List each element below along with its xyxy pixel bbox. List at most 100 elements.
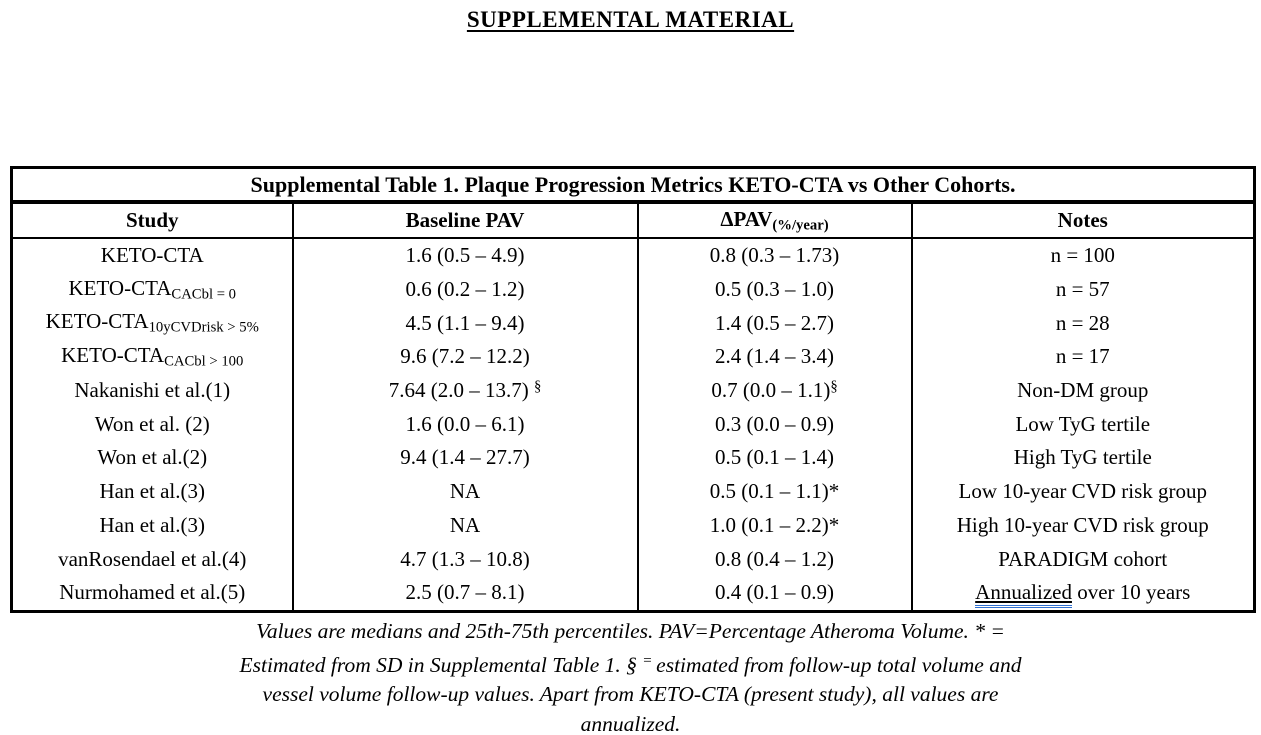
text-segment: 1.6 (0.0 – 6.1) [405, 411, 525, 436]
table-row: Han et al.(3) NA 0.5 (0.1 – 1.1)* Low 10-ye… [12, 474, 1255, 509]
table-row: Won et al. (2) 1.6 (0.0 – 6.1) 0.3 (0.0 – … [12, 407, 1255, 442]
table-row: vanRosendael et al.(4) 4.7 (1.3 – 10.8) 0.… [12, 542, 1255, 576]
table-row: KETO-CTA 1.6 (0.5 – 4.9) 0.8 (0.3 – 1.73) n… [12, 238, 1255, 273]
cell-notes: n = 17 [910, 340, 1255, 374]
text-segment: CACbl > 100 [164, 353, 244, 370]
text-segment: 0.8 (0.3 – 1.73) [709, 243, 840, 268]
cell-dpav: 2.4 (1.4 – 3.4) [636, 340, 912, 374]
cell-dpav: 0.5 (0.1 – 1.4) [636, 441, 912, 475]
column-header-study: Study [11, 202, 293, 239]
text-segment: CACbl = 0 [171, 286, 237, 303]
table-caption-row: Supplemental Table 1. Plaque Progression… [11, 167, 1255, 204]
cell-notes: Low TyG tertile [910, 407, 1255, 442]
text-segment: Low TyG tertile [1015, 411, 1151, 436]
text-segment: ΔPAV [720, 206, 773, 231]
cell-baseline-pav: 9.6 (7.2 – 12.2) [291, 340, 638, 374]
text-segment: Values are medians and 25th-75th percent… [256, 619, 1005, 643]
text-segment: 1.6 (0.5 – 4.9) [405, 243, 525, 268]
text-segment: 2.5 (0.7 – 8.1) [405, 580, 525, 605]
cell-study: KETO-CTACACbl = 0 [12, 273, 293, 307]
cell-notes: Non-DM group [910, 373, 1255, 408]
text-segment: KETO-CTA [61, 343, 165, 368]
table-row: Nakanishi et al.(1) 7.64 (2.0 – 13.7) § 0.… [12, 373, 1255, 408]
text-segment: High 10-year CVD risk group [956, 512, 1209, 537]
table-body: Supplemental Table 1. Plaque Progression… [11, 167, 1255, 612]
cell-dpav: 0.3 (0.0 – 0.9) [636, 407, 912, 442]
cell-notes: High TyG tertile [910, 441, 1255, 475]
table-row: Nurmohamed et al.(5) 2.5 (0.7 – 8.1) 0.4 (… [12, 575, 1255, 612]
text-segment: Han et al.(3) [99, 512, 206, 537]
cell-study: Han et al.(3) [12, 509, 293, 543]
text-segment: 0.3 (0.0 – 0.9) [715, 411, 834, 436]
table-caption: Supplemental Table 1. Plaque Progression… [11, 167, 1255, 204]
text-segment: § [830, 378, 838, 395]
text-segment: NA [449, 479, 481, 504]
text-segment: 7.64 (2.0 – 13.7) [388, 378, 534, 403]
text-segment: 1.4 (0.5 – 2.7) [715, 310, 834, 335]
text-segment: Study [125, 208, 179, 232]
cell-dpav: 0.8 (0.3 – 1.73) [636, 238, 912, 273]
cell-dpav: 0.5 (0.1 – 1.1)* [636, 474, 912, 509]
column-header-notes: Notes [910, 202, 1255, 239]
footnote-line: Estimated from SD in Supplemental Table … [0, 647, 1261, 680]
text-segment: Won et al. (2) [94, 411, 210, 436]
footnote-line: annualized. [0, 710, 1261, 735]
table-header-row: Study Baseline PAV ΔPAV(%/year) Notes [11, 202, 1255, 239]
text-segment: Nurmohamed et al.(5) [59, 580, 246, 605]
text-segment: vanRosendael et al.(4) [58, 546, 247, 571]
text-segment: n = 57 [1055, 277, 1110, 302]
text-segment: KETO-CTA [68, 275, 172, 300]
text-segment: 0.4 (0.1 – 0.9) [715, 580, 834, 605]
text-segment: 0.5 (0.3 – 1.0) [715, 277, 834, 302]
text-segment: Notes [1057, 208, 1108, 232]
text-segment: = [642, 652, 657, 669]
table-row: KETO-CTACACbl = 0 0.6 (0.2 – 1.2) 0.5 (0.3… [12, 272, 1255, 307]
cell-baseline-pav: 2.5 (0.7 – 8.1) [291, 575, 638, 612]
cell-baseline-pav: 1.6 (0.5 – 4.9) [291, 238, 638, 273]
text-segment: 0.7 (0.0 – 1.1) [711, 378, 831, 403]
cell-baseline-pav: 4.5 (1.1 – 9.4) [291, 306, 638, 341]
cell-dpav: 0.8 (0.4 – 1.2) [636, 542, 912, 576]
cell-dpav: 0.4 (0.1 – 0.9) [636, 575, 912, 612]
cell-study: KETO-CTA10yCVDrisk > 5% [12, 306, 293, 340]
grammar-marked-text: Annualized [975, 580, 1072, 609]
cell-notes: PARADIGM cohort [910, 542, 1255, 576]
cell-baseline-pav: NA [291, 474, 638, 509]
cell-baseline-pav: 0.6 (0.2 – 1.2) [291, 272, 638, 307]
text-segment: 2.4 (1.4 – 3.4) [715, 344, 834, 369]
cell-baseline-pav: 1.6 (0.0 – 6.1) [291, 407, 638, 442]
text-segment: estimated from follow-up total volume an… [656, 652, 1022, 677]
text-segment: Baseline PAV [405, 208, 525, 232]
cell-study: Won et al. (2) [12, 407, 293, 441]
cell-notes: n = 57 [910, 272, 1255, 307]
text-segment: 0.6 (0.2 – 1.2) [405, 277, 525, 302]
table-row: KETO-CTA10yCVDrisk > 5% 4.5 (1.1 – 9.4) 1.… [12, 306, 1255, 341]
text-segment: 10yCVDrisk > 5% [148, 320, 259, 337]
text-segment: High TyG tertile [1013, 445, 1152, 470]
text-segment: annualized. [580, 711, 681, 735]
cell-study: Nurmohamed et al.(5) [12, 576, 293, 611]
table-row: KETO-CTACACbl > 100 9.6 (7.2 – 12.2) 2.4 (… [12, 340, 1255, 374]
text-segment: 9.6 (7.2 – 12.2) [400, 344, 530, 369]
cell-study: KETO-CTACACbl > 100 [12, 340, 293, 374]
cell-study: Han et al.(3) [12, 475, 293, 509]
text-segment: (%/year) [772, 217, 829, 234]
footnote-line: Values are medians and 25th-75th percent… [0, 617, 1261, 647]
text-segment: 0.8 (0.4 – 1.2) [715, 546, 834, 571]
text-segment: 1.0 (0.1 – 2.2)* [709, 512, 840, 537]
cell-study: Nakanishi et al.(1) [12, 374, 293, 408]
text-segment: Nakanishi et al.(1) [74, 378, 231, 403]
cell-notes: Annualized over 10 years [910, 575, 1255, 612]
text-segment: 9.4 (1.4 – 27.7) [400, 445, 530, 470]
text-segment: Low 10-year CVD risk group [958, 479, 1207, 504]
text-segment: n = 100 [1050, 243, 1115, 268]
table-row: Han et al.(3) NA 1.0 (0.1 – 2.2)* High 10-y… [12, 508, 1255, 543]
cell-baseline-pav: 9.4 (1.4 – 27.7) [291, 441, 638, 475]
page-title: SUPPLEMENTAL MATERIAL [466, 7, 795, 32]
text-segment: Han et al.(3) [99, 479, 206, 504]
text-segment: PARADIGM cohort [998, 546, 1168, 571]
cell-notes: High 10-year CVD risk group [910, 508, 1255, 543]
table-footnote: Values are medians and 25th-75th percent… [0, 617, 1261, 735]
cell-dpav: 1.0 (0.1 – 2.2)* [636, 508, 912, 543]
